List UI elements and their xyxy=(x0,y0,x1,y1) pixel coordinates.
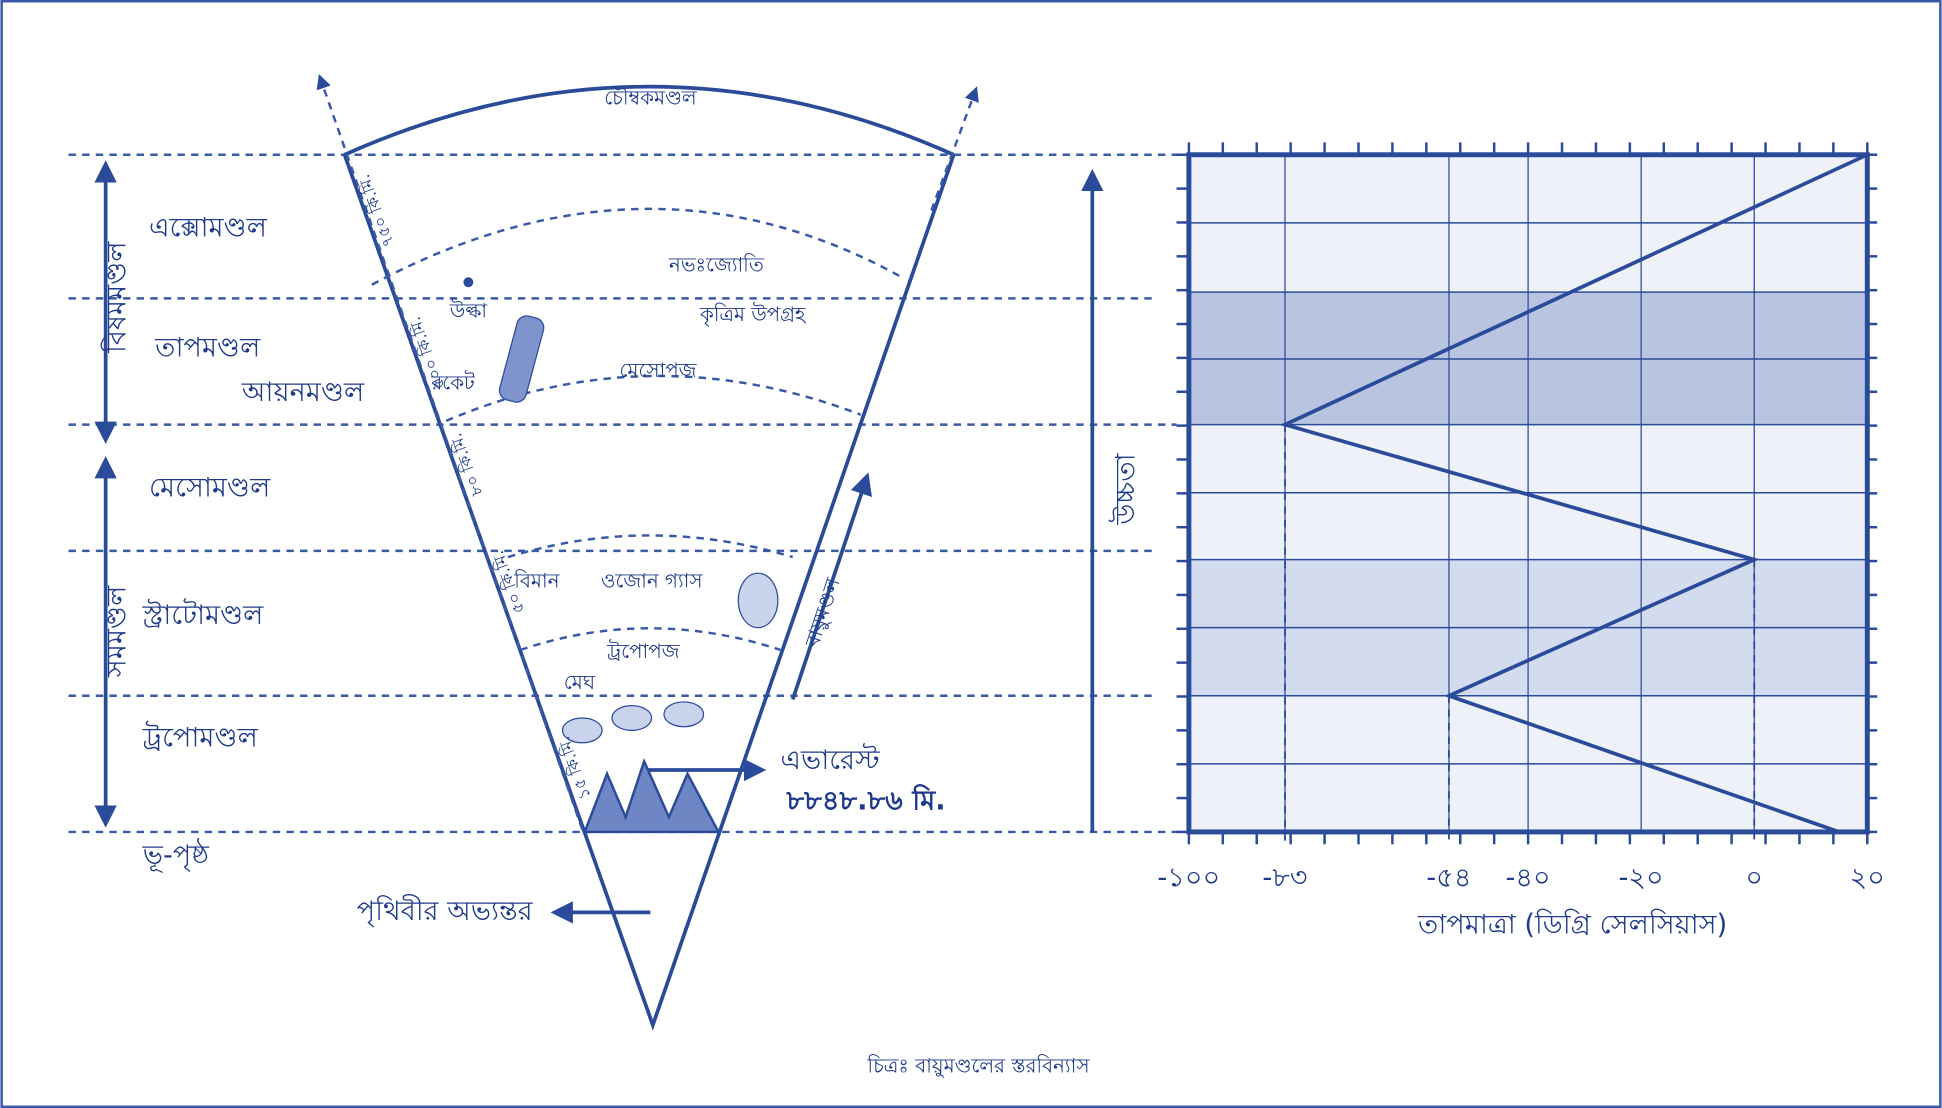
boundary-lines xyxy=(68,153,1177,834)
x-tick-label: ২০ xyxy=(1850,862,1885,893)
object-label: উল্কা xyxy=(449,298,488,322)
object-label: নভঃজ্যোতি xyxy=(668,254,765,277)
caption: চিত্রঃ বায়ুমণ্ডলের স্তরবিন্যাস xyxy=(866,1055,1090,1078)
layer-label: তাপমণ্ডল xyxy=(154,333,261,364)
object-label: বিমান xyxy=(513,569,560,592)
everest-height: ৮৮৪৮.৮৬ মি. xyxy=(786,784,946,817)
surface-label: ভূ-পৃষ্ঠ xyxy=(142,838,210,872)
altitude-label: ৮০ কি.মি. xyxy=(446,431,486,499)
layer-label: স্ট্রাটোমণ্ডল xyxy=(142,598,264,631)
object-label: রকেট xyxy=(430,370,476,394)
object-label: ট্রপোপজ xyxy=(606,639,681,663)
x-tick-label: -৫৪ xyxy=(1426,862,1471,893)
y-axis-label: উচ্চতা xyxy=(1108,452,1141,525)
everest-label: এভারেস্ট xyxy=(780,743,880,776)
layer-label: আয়নমণ্ডল xyxy=(241,377,365,408)
altitude-label: ৭৫০ কি.মি. xyxy=(354,172,398,250)
object-label: কৃত্রিম উপগ্রহ xyxy=(699,302,807,326)
x-tick-label: -৪০ xyxy=(1506,862,1551,893)
group-label: সমমণ্ডল xyxy=(102,585,133,678)
x-tick-label: -৮৩ xyxy=(1262,862,1307,893)
temperature-line xyxy=(1279,153,1869,834)
object-label: ওজোন গ্যাস xyxy=(601,569,704,592)
object-label: মেসোপজ xyxy=(619,359,697,382)
atmosphere-label: বায়ুমণ্ডল xyxy=(801,574,846,651)
group-label: বিষমমণ্ডল xyxy=(101,241,133,354)
x-tick-label: ০ xyxy=(1745,862,1763,893)
temperature-chart: -১০০ -৮৩ -৫৪ -৪০ -২০ ০ ২০ xyxy=(1157,142,1885,893)
x-axis-label: তাপমাত্রা (ডিগ্রি সেলসিয়াস) xyxy=(1417,909,1727,941)
group-arrows xyxy=(94,160,1104,832)
cone xyxy=(316,73,979,1031)
layer-label: মেসোমণ্ডল xyxy=(149,473,271,504)
earth-interior-label: পৃথিবীর অভ্যন্তর xyxy=(357,894,534,928)
magnetosphere-label: চৌম্বকমণ্ডল xyxy=(604,87,698,110)
plot-border xyxy=(1186,152,1870,835)
x-tick-label: -২০ xyxy=(1619,862,1664,893)
layer-label: এক্সোমণ্ডল xyxy=(149,213,268,244)
layer-label: ট্রপোমণ্ডল xyxy=(142,721,259,754)
altitude-label: ৫০০ কি.মি. xyxy=(405,314,449,392)
object-label: মেঘ xyxy=(564,671,596,694)
x-tick-label: -১০০ xyxy=(1157,862,1220,893)
